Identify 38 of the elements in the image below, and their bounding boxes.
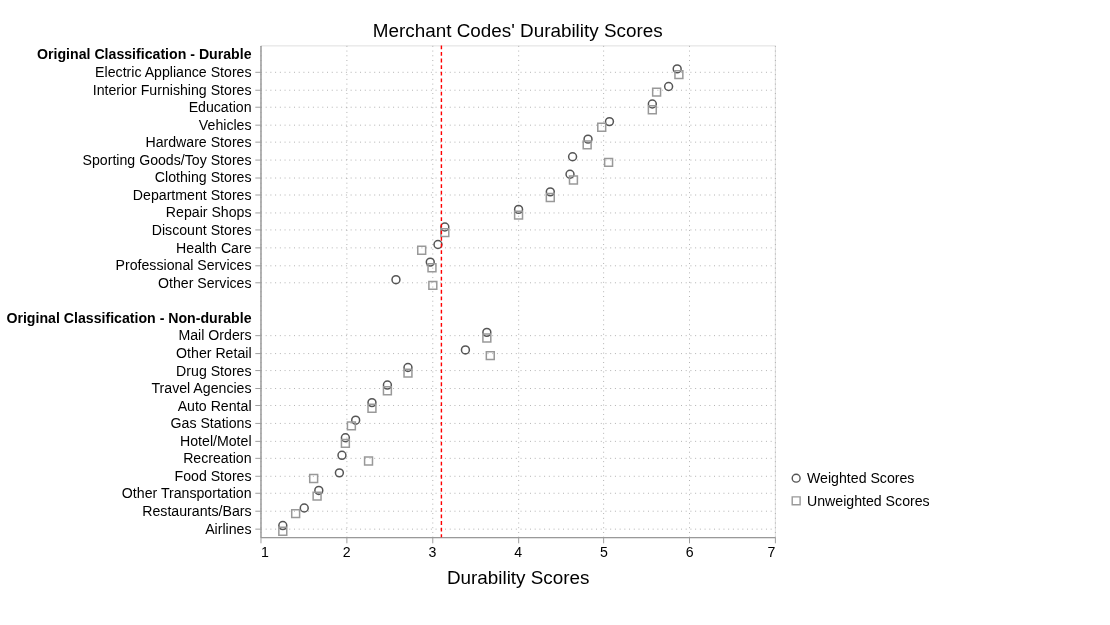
y-tick-label: Food Stores	[174, 467, 252, 484]
x-axis-title: Durability Scores	[446, 566, 590, 588]
y-tick-label: Recreation	[183, 450, 252, 467]
y-tick-label: Original Classification - Non-durable	[6, 309, 252, 326]
x-tick-label: 6	[685, 543, 694, 560]
legend-label: Weighted Scores	[807, 469, 915, 486]
y-tick-label: Restaurants/Bars	[142, 503, 252, 520]
x-tick-label: 7	[767, 543, 776, 560]
y-tick-label: Health Care	[176, 239, 252, 256]
y-tick-label: Original Classification - Durable	[37, 46, 252, 63]
y-tick-label: Vehicles	[198, 116, 252, 133]
y-tick-label: Discount Stores	[151, 222, 252, 239]
y-tick-label: Other Retail	[176, 344, 252, 361]
y-tick-label: Other Services	[158, 274, 252, 291]
x-tick-label: 2	[342, 543, 351, 560]
y-tick-label: Hardware Stores	[145, 134, 252, 151]
y-tick-label: Airlines	[205, 520, 252, 537]
y-tick-label: Other Transportation	[121, 485, 252, 502]
y-tick-label: Department Stores	[132, 186, 252, 203]
y-tick-label: Auto Rental	[177, 397, 252, 414]
x-tick-label: 5	[599, 543, 608, 560]
y-tick-label: Travel Agencies	[151, 380, 252, 397]
y-tick-label: Gas Stations	[170, 415, 252, 432]
x-tick-label: 1	[260, 543, 269, 560]
y-tick-label: Education	[188, 99, 252, 116]
x-tick-label: 4	[514, 543, 523, 560]
y-tick-label: Repair Shops	[165, 204, 252, 221]
y-tick-label: Sporting Goods/Toy Stores	[82, 151, 252, 168]
legend-label: Unweighted Scores	[807, 492, 930, 509]
y-tick-label: Clothing Stores	[154, 169, 252, 186]
x-tick-label: 3	[428, 543, 437, 560]
y-tick-label: Drug Stores	[176, 362, 252, 379]
y-tick-label: Mail Orders	[178, 327, 252, 344]
y-tick-label: Electric Appliance Stores	[95, 63, 252, 80]
y-tick-label: Professional Services	[115, 257, 252, 274]
y-tick-label: Hotel/Motel	[180, 432, 252, 449]
chart-title: Merchant Codes' Durability Scores	[372, 20, 663, 42]
y-tick-label: Interior Furnishing Stores	[92, 81, 252, 98]
